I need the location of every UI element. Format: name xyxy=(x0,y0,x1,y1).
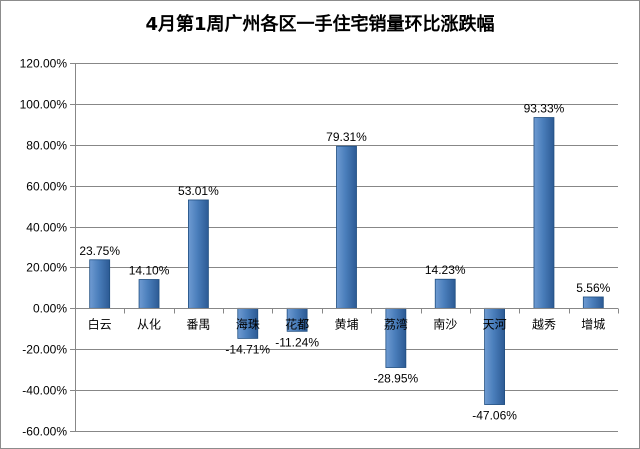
bar[interactable] xyxy=(533,117,555,309)
data-label: 53.01% xyxy=(178,184,219,198)
x-tick-label: 从化 xyxy=(137,317,161,331)
y-tick-label: 100.00% xyxy=(20,98,68,112)
x-tick-label: 海珠 xyxy=(236,316,260,331)
x-tick-label: 越秀 xyxy=(532,317,556,331)
x-tick-label: 天河 xyxy=(483,317,507,331)
bar[interactable] xyxy=(138,279,160,309)
data-label: -14.71% xyxy=(225,342,270,356)
y-tick-label: 0.00% xyxy=(33,302,67,316)
y-tick-label: -20.00% xyxy=(22,343,67,357)
bar[interactable] xyxy=(89,259,111,309)
chart-title: 4月第1周广州各区一手住宅销量环比涨跌幅 xyxy=(145,14,495,35)
x-tick-label: 番禺 xyxy=(186,317,210,331)
y-tick-label: 80.00% xyxy=(26,139,67,153)
y-tick-label: 120.00% xyxy=(20,57,68,71)
bar[interactable] xyxy=(336,145,357,309)
y-tick-label: -60.00% xyxy=(22,425,67,439)
data-label: -28.95% xyxy=(374,372,419,386)
data-label: -47.06% xyxy=(472,409,517,423)
y-tick-label: 20.00% xyxy=(26,261,67,275)
bar[interactable] xyxy=(188,199,209,309)
data-label: 93.33% xyxy=(524,102,565,116)
bar[interactable] xyxy=(582,296,604,309)
x-tick-label: 南沙 xyxy=(433,316,457,331)
data-label: 23.75% xyxy=(79,244,120,258)
x-tick-label: 花都 xyxy=(285,316,309,331)
x-tick-label: 增城 xyxy=(581,317,605,331)
x-tick-label: 白云 xyxy=(88,316,112,331)
data-label: -11.24% xyxy=(275,335,319,349)
x-tick-label: 黄埔 xyxy=(334,317,358,331)
y-tick-label: -40.00% xyxy=(22,384,67,398)
data-label: 14.23% xyxy=(425,263,466,277)
data-label: 5.56% xyxy=(576,281,610,295)
x-tick-label: 荔湾 xyxy=(384,316,408,331)
y-tick-label: 60.00% xyxy=(26,180,67,194)
bar[interactable] xyxy=(434,278,456,309)
y-tick-label: 40.00% xyxy=(26,221,67,235)
data-label: 14.10% xyxy=(129,264,170,278)
data-label: 79.31% xyxy=(326,130,367,144)
